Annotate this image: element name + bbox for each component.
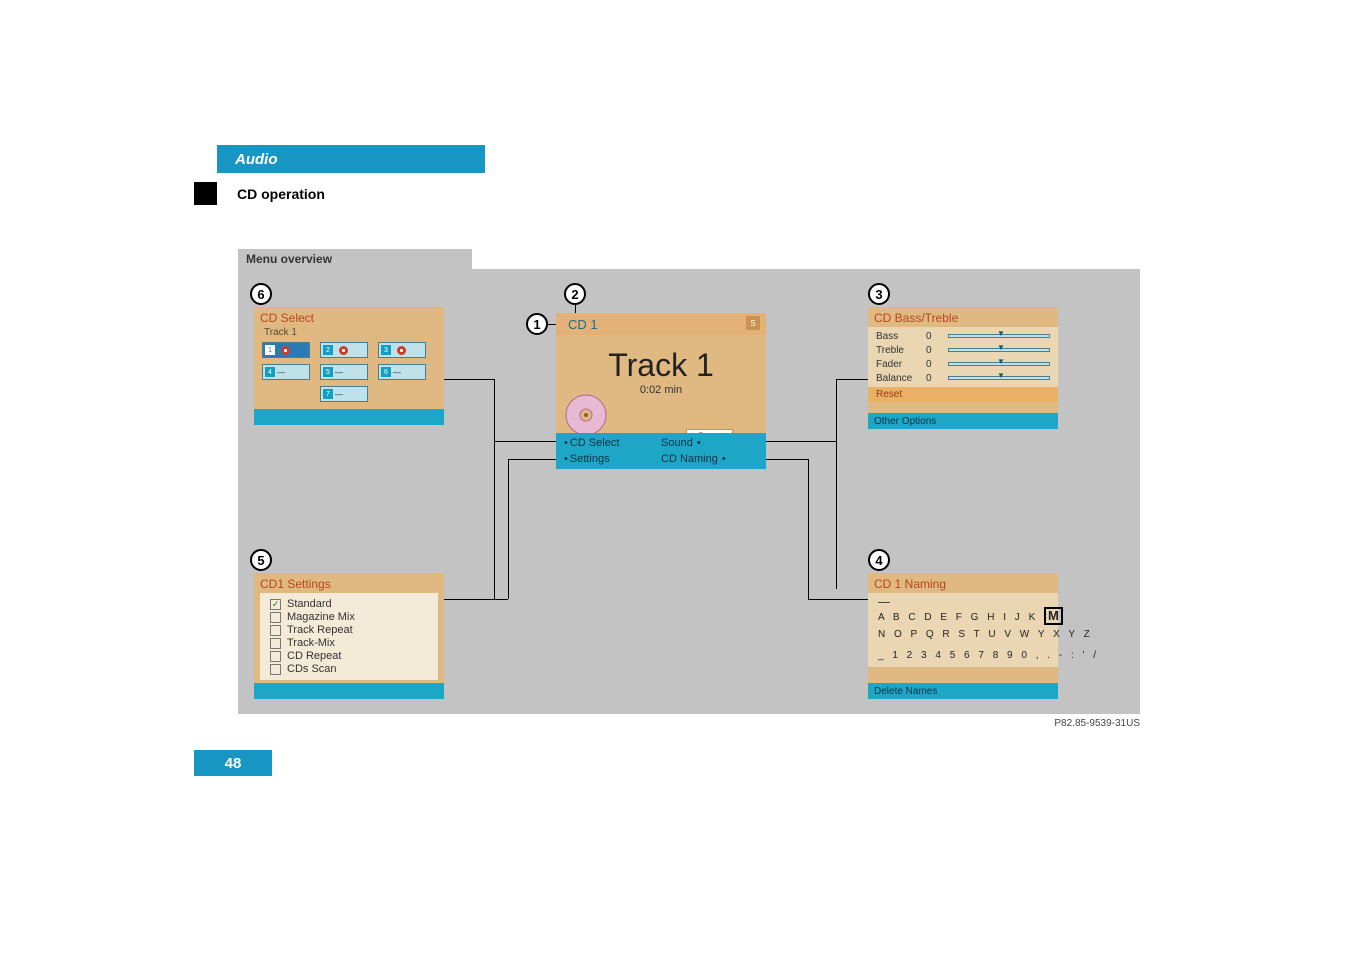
- slider-icon: [948, 376, 1050, 380]
- cd-slot-7[interactable]: 7: [320, 386, 368, 402]
- menu-settings[interactable]: •Settings: [564, 451, 661, 467]
- settings-item-cds-scan[interactable]: CDs Scan: [270, 663, 428, 675]
- connector-left-v: [494, 379, 495, 599]
- diagram-code: P82.85-9539-31US: [238, 718, 1140, 729]
- header-section-bar: Audio: [217, 145, 485, 173]
- settings-list: ✓Standard Magazine Mix Track Repeat Trac…: [260, 593, 438, 680]
- bt-row-fader[interactable]: Fader0: [876, 357, 1050, 371]
- panel-naming: CD 1 Naming A B C D E F G H I J K M N O …: [868, 573, 1058, 699]
- cd-slot-3[interactable]: 3: [378, 342, 426, 358]
- naming-row1[interactable]: A B C D E F G H I J K M: [878, 607, 1048, 625]
- cd-select-footer: [254, 409, 444, 425]
- diagram-canvas: 6 CD Select Track 1 1 2 3 4 5 6 7 2 1 CD…: [238, 269, 1140, 714]
- settings-item-standard[interactable]: ✓Standard: [270, 598, 428, 610]
- checkbox-icon: [270, 612, 281, 623]
- cd-select-current: Track 1: [254, 327, 444, 338]
- checkbox-icon: [270, 638, 281, 649]
- section-label: Menu overview: [238, 249, 472, 269]
- header-section-text: Audio: [235, 151, 278, 168]
- cd-slot-4[interactable]: 4: [262, 364, 310, 380]
- page-number: 48: [194, 750, 272, 776]
- disc-icon: [339, 346, 348, 355]
- settings-title: CD1 Settings: [254, 573, 444, 593]
- connector-settings: [508, 459, 556, 460]
- callout-3: 3: [868, 283, 890, 305]
- callout-2: 2: [564, 283, 586, 305]
- cd-slot-1[interactable]: 1: [262, 342, 310, 358]
- connector-cdselect: [494, 441, 556, 442]
- bt-reset[interactable]: Reset: [868, 387, 1058, 402]
- panel-bass-treble: CD Bass/Treble Bass0 Treble0 Fader0 Bala…: [868, 307, 1058, 429]
- main-bottombar: •CD Select Sound• •Settings CD Naming•: [556, 433, 766, 469]
- bt-row-treble[interactable]: Treble0: [876, 343, 1050, 357]
- bt-row-bass[interactable]: Bass0: [876, 329, 1050, 343]
- cd-slot-5[interactable]: 5: [320, 364, 368, 380]
- naming-title: CD 1 Naming: [868, 573, 1058, 593]
- callout-5: 5: [250, 549, 272, 571]
- settings-footer: [254, 683, 444, 699]
- cd-select-title: CD Select: [254, 307, 444, 327]
- checkbox-icon: ✓: [270, 599, 281, 610]
- indicator-s-icon: S: [746, 316, 760, 330]
- connector-right-v: [836, 379, 837, 589]
- section-label-text: Menu overview: [246, 252, 332, 266]
- bt-rows: Bass0 Treble0 Fader0 Balance0: [868, 327, 1058, 387]
- callout-4: 4: [868, 549, 890, 571]
- checkbox-icon: [270, 625, 281, 636]
- main-body: Track 1 0:02 min Scan: [556, 335, 766, 396]
- cd-slot-2[interactable]: 2: [320, 342, 368, 358]
- naming-body: A B C D E F G H I J K M N O P Q R S T U …: [868, 593, 1058, 667]
- slider-icon: [948, 362, 1050, 366]
- settings-item-cd-repeat[interactable]: CD Repeat: [270, 650, 428, 662]
- connector-sound: [766, 441, 836, 442]
- connector-to-3: [836, 379, 868, 380]
- connector-cdnaming: [766, 459, 808, 460]
- panel-cd-select: CD Select Track 1 1 2 3 4 5 6 7: [254, 307, 444, 425]
- header-subsection: CD operation: [237, 182, 325, 205]
- disc-icon: [281, 346, 290, 355]
- naming-footer[interactable]: Delete Names: [868, 683, 1058, 699]
- connector-2: [575, 305, 576, 313]
- cd-slot-6[interactable]: 6: [378, 364, 426, 380]
- bt-row-balance[interactable]: Balance0: [876, 371, 1050, 385]
- cd-select-slots: 1 2 3 4 5 6 7: [254, 338, 444, 402]
- disc-icon: [397, 346, 406, 355]
- naming-row2[interactable]: N O P Q R S T U V W Y X Y Z: [878, 629, 1048, 640]
- menu-cd-select[interactable]: •CD Select: [564, 435, 661, 451]
- cd-disc-icon: [562, 391, 610, 439]
- connector-to-4-v: [808, 459, 809, 599]
- panel-main: CD 1 S Track 1 0:02 min Scan •CD Select …: [556, 313, 766, 469]
- bt-title: CD Bass/Treble: [868, 307, 1058, 327]
- slider-icon: [948, 348, 1050, 352]
- connector-to-4-h: [808, 599, 868, 600]
- connector-to-6: [444, 379, 494, 380]
- menu-cd-naming[interactable]: CD Naming•: [661, 451, 758, 467]
- naming-row3[interactable]: _ 1 2 3 4 5 6 7 8 9 0 , . - : ' /: [878, 650, 1048, 661]
- callout-6: 6: [250, 283, 272, 305]
- checkbox-icon: [270, 651, 281, 662]
- connector-to-5-v: [508, 459, 509, 599]
- settings-item-track-mix[interactable]: Track-Mix: [270, 637, 428, 649]
- bt-footer[interactable]: Other Options: [868, 413, 1058, 429]
- connector-1: [548, 324, 556, 325]
- header-black-square: [194, 182, 217, 205]
- settings-item-track-repeat[interactable]: Track Repeat: [270, 624, 428, 636]
- naming-highlight: M: [1044, 607, 1063, 625]
- panel-settings: CD1 Settings ✓Standard Magazine Mix Trac…: [254, 573, 444, 699]
- main-topbar: CD 1 S: [556, 313, 766, 335]
- slider-icon: [948, 334, 1050, 338]
- callout-1: 1: [526, 313, 548, 335]
- connector-to-5-h: [444, 599, 508, 600]
- menu-sound[interactable]: Sound•: [661, 435, 758, 451]
- main-track: Track 1: [556, 347, 766, 384]
- main-title: CD 1: [556, 317, 598, 332]
- checkbox-icon: [270, 664, 281, 675]
- settings-item-magazine-mix[interactable]: Magazine Mix: [270, 611, 428, 623]
- naming-cursor: [878, 599, 890, 603]
